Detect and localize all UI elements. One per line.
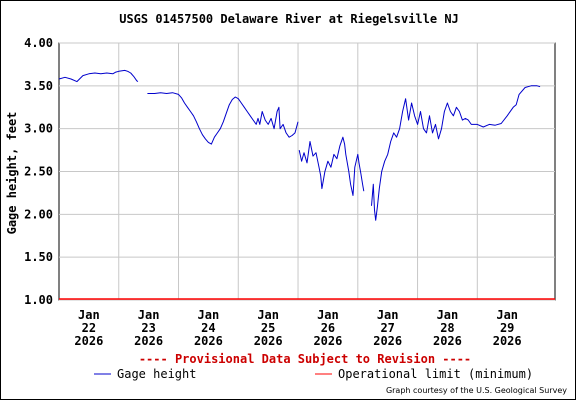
grid <box>59 42 555 301</box>
x-tick-text: 22 <box>82 321 96 335</box>
x-tick-text: 25 <box>261 321 275 335</box>
y-axis: 4.00 3.50 3.00 2.50 2.00 1.50 1.00 <box>24 36 53 307</box>
gage-height-line <box>298 136 365 196</box>
gage-height-line <box>58 69 139 83</box>
series-layer <box>58 69 555 300</box>
courtesy-note: Graph courtesy of the U.S. Geological Su… <box>386 386 567 395</box>
x-tick-text: Jan <box>377 308 399 322</box>
x-tick-text: Jan <box>78 308 100 322</box>
chart-title: USGS 01457500 Delaware River at Riegelsv… <box>119 12 459 26</box>
x-tick-text: 2026 <box>134 334 163 348</box>
x-tick-text: Jan <box>317 308 339 322</box>
y-axis-label: Gage height, feet <box>5 112 19 235</box>
provisional-notice: ---- Provisional Data Subject to Revisio… <box>139 352 471 366</box>
gage-height-line <box>147 92 299 145</box>
x-tick-text: Jan <box>437 308 459 322</box>
x-tick-text: 2026 <box>254 334 283 348</box>
x-tick-text: 26 <box>321 321 335 335</box>
y-tick-label: 2.00 <box>24 207 53 221</box>
x-tick-text: 24 <box>201 321 215 335</box>
y-tick-label: 3.50 <box>24 79 53 93</box>
x-tick-text: 2026 <box>313 334 342 348</box>
x-tick-text: 2026 <box>493 334 522 348</box>
x-tick-text: Jan <box>257 308 279 322</box>
y-tick-label: 4.00 <box>24 36 53 50</box>
y-tick-label: 3.00 <box>24 122 53 136</box>
y-tick-label: 1.00 <box>24 293 53 307</box>
x-tick-text: 2026 <box>194 334 223 348</box>
x-tick-text: Jan <box>138 308 160 322</box>
legend-label-gage-height: Gage height <box>117 367 196 381</box>
x-tick-text: Jan <box>496 308 518 322</box>
x-tick-text: Jan <box>198 308 220 322</box>
x-axis: Jan222026Jan232026Jan242026Jan252026Jan2… <box>74 308 521 348</box>
x-tick-text: 2026 <box>74 334 103 348</box>
x-tick-text: 28 <box>440 321 454 335</box>
x-tick-text: 27 <box>380 321 394 335</box>
x-tick-text: 29 <box>500 321 514 335</box>
x-tick-text: 23 <box>141 321 155 335</box>
legend-label-operational-limit: Operational limit (minimum) <box>338 367 533 381</box>
gage-height-line <box>371 85 541 221</box>
legend: Gage height Operational limit (minimum) <box>94 367 533 381</box>
x-tick-text: 2026 <box>433 334 462 348</box>
y-tick-label: 2.50 <box>24 165 53 179</box>
x-tick-text: 2026 <box>373 334 402 348</box>
y-tick-label: 1.50 <box>24 250 53 264</box>
